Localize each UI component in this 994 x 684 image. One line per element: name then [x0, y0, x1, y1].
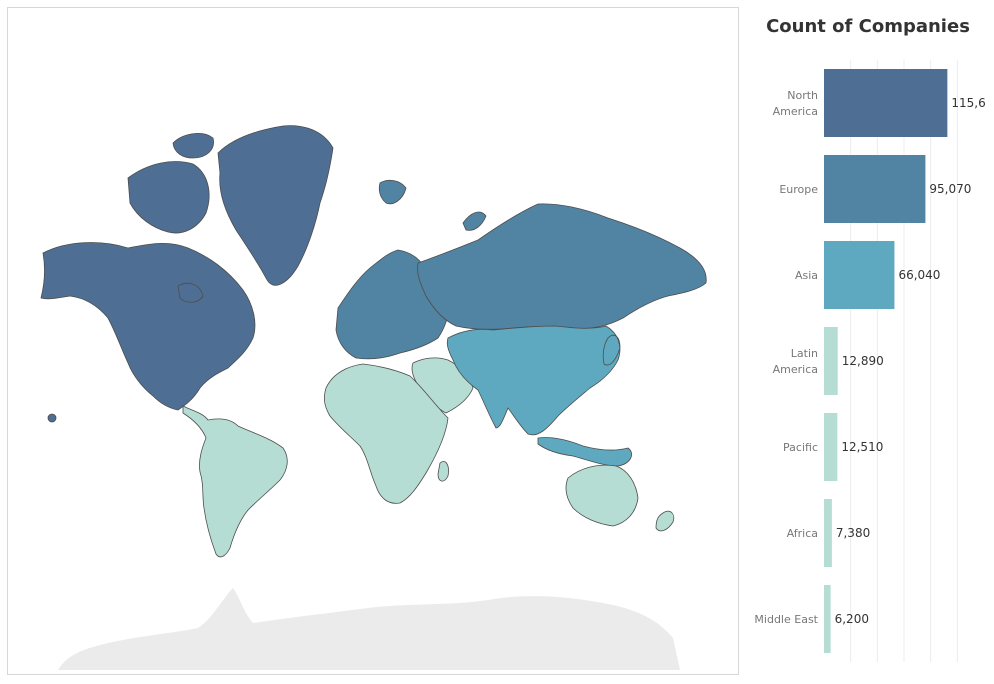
- category-label: Africa: [787, 527, 818, 540]
- bar-value-label: 95,070: [929, 182, 971, 196]
- bar-value-label: 115,660: [951, 96, 985, 110]
- bar[interactable]: [824, 241, 895, 309]
- category-label: North America: [773, 89, 818, 118]
- region-russia[interactable]: [417, 203, 707, 330]
- region-hawaii[interactable]: [47, 413, 57, 423]
- bar[interactable]: [824, 413, 838, 481]
- chart-title: Count of Companies: [766, 16, 970, 37]
- category-label: Middle East: [754, 613, 818, 626]
- bar[interactable]: [824, 155, 926, 223]
- region-north-america[interactable]: [40, 242, 256, 411]
- bar-value-label: 12,510: [841, 440, 883, 454]
- world-map: [40, 125, 707, 670]
- bar[interactable]: [824, 327, 838, 395]
- bar-value-label: 7,380: [836, 526, 870, 540]
- region-latin-america[interactable]: [182, 405, 288, 558]
- region-asia[interactable]: [446, 325, 632, 467]
- bar-value-label: 12,890: [842, 354, 884, 368]
- category-label: Europe: [779, 183, 818, 196]
- region-arctic-islands[interactable]: [127, 133, 214, 234]
- category-label: Pacific: [783, 441, 818, 454]
- region-greenland[interactable]: [217, 125, 334, 286]
- category-label: Latin America: [773, 347, 818, 376]
- region-antarctica[interactable]: [58, 588, 680, 670]
- category-label: Asia: [795, 269, 818, 282]
- region-africa[interactable]: [323, 363, 449, 504]
- bar[interactable]: [824, 499, 832, 567]
- bar[interactable]: [824, 585, 831, 653]
- world-map-panel: [7, 7, 739, 675]
- bar-value-label: 66,040: [898, 268, 940, 282]
- bar[interactable]: [824, 69, 948, 137]
- region-pacific[interactable]: [565, 464, 675, 532]
- bar-value-label: 6,200: [835, 612, 869, 626]
